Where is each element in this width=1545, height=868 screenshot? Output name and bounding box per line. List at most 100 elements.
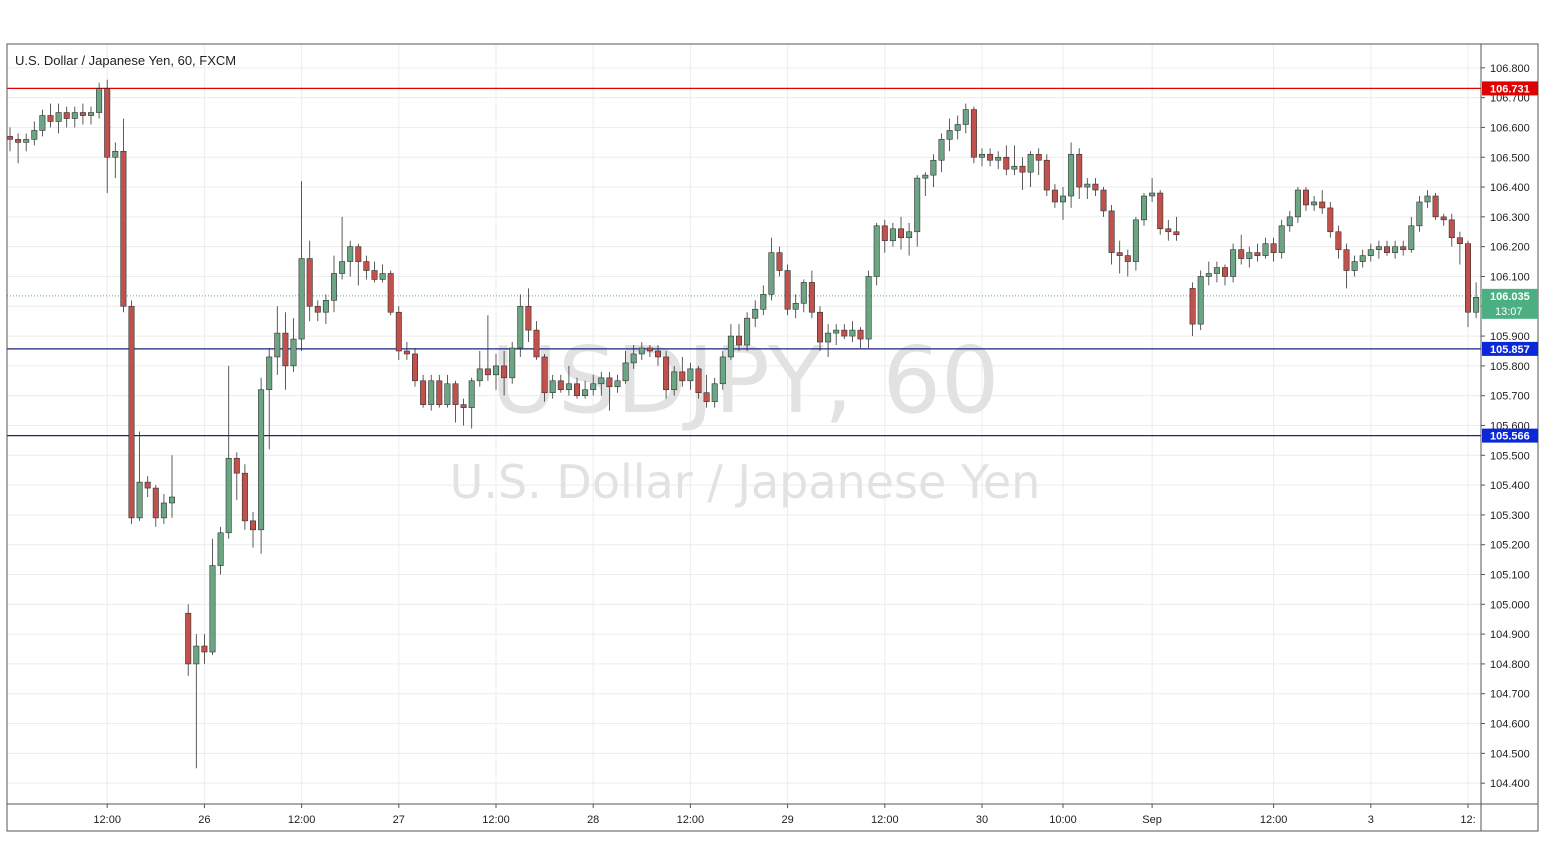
- candle: [7, 127, 14, 152]
- candle: [1068, 142, 1075, 208]
- y-tick-label: 104.500: [1490, 748, 1530, 760]
- candle-body-down: [452, 383, 459, 405]
- candle: [347, 240, 354, 277]
- y-tick-label: 106.400: [1490, 182, 1530, 194]
- candle-body-up: [39, 115, 46, 131]
- candle: [1473, 282, 1480, 319]
- axis-layer: 106.800 106.700 106.600 106.500 106.400 106.3…: [93, 63, 1538, 826]
- candle: [825, 324, 832, 357]
- x-tick-label: Sep: [1142, 814, 1162, 826]
- candle-body-up: [938, 139, 945, 161]
- level-badge-label: 105.566: [1490, 431, 1530, 443]
- candle: [1149, 178, 1156, 202]
- candle: [727, 324, 734, 360]
- candle: [671, 365, 678, 396]
- candle: [428, 374, 435, 411]
- candle: [55, 103, 62, 134]
- candle-body-down: [1003, 156, 1010, 170]
- candle-body-up: [330, 273, 337, 301]
- x-tick-label: 12:00: [871, 814, 899, 826]
- y-tick-label: 105.700: [1490, 391, 1530, 403]
- candle: [120, 118, 127, 313]
- x-tick-label: 29: [781, 814, 793, 826]
- candle: [573, 377, 580, 399]
- candle-body-down: [897, 228, 904, 239]
- candle-body-down: [314, 305, 321, 313]
- y-tick-label: 105.300: [1490, 510, 1530, 522]
- candle-body-down: [776, 252, 783, 271]
- candle: [1465, 240, 1472, 328]
- candle: [1303, 187, 1310, 211]
- chart-frame: [6, 43, 1539, 832]
- candle: [15, 133, 22, 164]
- candle: [136, 431, 143, 521]
- candle-body-up: [1197, 276, 1204, 325]
- candle-body-down: [1043, 159, 1050, 191]
- candle: [695, 365, 702, 399]
- candle: [735, 324, 742, 351]
- y-tick-label: 106.200: [1490, 242, 1530, 254]
- candle-body-down: [1157, 192, 1164, 230]
- y-tick-label: 104.700: [1490, 689, 1530, 701]
- candle: [23, 133, 30, 152]
- candle: [144, 476, 151, 498]
- candle-body-down: [533, 329, 540, 358]
- candle: [1424, 190, 1431, 208]
- candle-body-up: [1141, 195, 1148, 221]
- candle-body-up: [873, 225, 880, 277]
- candle-body-down: [7, 136, 14, 140]
- candle: [355, 243, 362, 286]
- candle-body-down: [857, 329, 864, 340]
- candle: [1286, 210, 1293, 232]
- candle: [525, 288, 532, 343]
- candle: [1238, 234, 1245, 265]
- level-badge: [1482, 341, 1538, 356]
- candle-body-down: [1440, 216, 1447, 221]
- candle-body-up: [930, 159, 937, 176]
- candle-body-up: [906, 231, 913, 239]
- y-tick-label: 106.300: [1490, 212, 1530, 224]
- candle-body-down: [606, 377, 613, 388]
- candle: [768, 237, 775, 301]
- candle-body-down: [1319, 201, 1326, 209]
- candle-body-up: [1294, 189, 1301, 218]
- candle-body-down: [679, 371, 686, 382]
- candle: [719, 350, 726, 390]
- candle-body-down: [460, 404, 467, 408]
- candle-body-up: [922, 174, 929, 179]
- candle-body-up: [298, 258, 305, 340]
- candle-body-down: [371, 270, 378, 280]
- candle-body-down: [15, 139, 22, 143]
- chart-title: U.S. Dollar / Japanese Yen, 60, FXCM: [15, 53, 236, 68]
- candle: [379, 264, 386, 283]
- candle-body-down: [411, 353, 418, 382]
- candle: [201, 634, 208, 664]
- candle-body-down: [144, 481, 151, 489]
- level-badge-label: 105.857: [1490, 344, 1530, 356]
- level-badge: [1482, 428, 1538, 443]
- candle: [193, 634, 200, 769]
- candle: [63, 106, 70, 128]
- candle-body-up: [549, 380, 556, 394]
- candle-body-up: [1416, 201, 1423, 227]
- candle: [1343, 243, 1350, 289]
- candle-body-up: [711, 383, 718, 402]
- horizontal-lines-layer: [7, 87, 1481, 437]
- candle-body-up: [978, 153, 985, 158]
- y-tick-label: 105.400: [1490, 480, 1530, 492]
- candle-body-up: [614, 380, 621, 388]
- candle-body-down: [363, 261, 370, 271]
- candle: [1213, 261, 1220, 283]
- candle-body-down: [436, 380, 443, 405]
- candle: [987, 148, 994, 167]
- candle: [1019, 157, 1026, 191]
- x-tick-label: 12:: [1460, 814, 1475, 826]
- candle-body-down: [501, 365, 508, 379]
- y-tick-label: 106.500: [1490, 152, 1530, 164]
- candle-body-up: [476, 368, 483, 382]
- candle: [1132, 216, 1139, 271]
- candle: [1278, 219, 1285, 259]
- candle-body-down: [241, 472, 248, 522]
- candle-body-up: [638, 347, 645, 355]
- candle: [1189, 282, 1196, 337]
